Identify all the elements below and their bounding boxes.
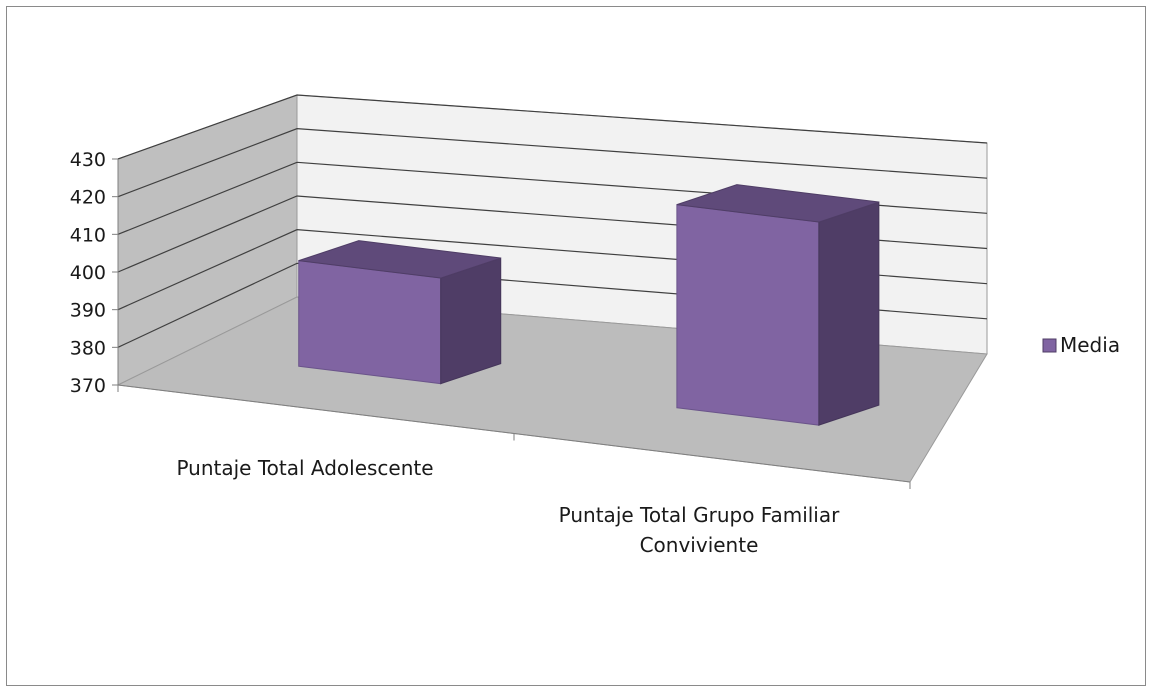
bar-front[interactable] <box>298 260 442 385</box>
bar-top <box>298 240 501 279</box>
gridline <box>117 128 988 198</box>
chart-frame: 370 380 390 400 410 420 430 Puntaje Total Adole… <box>6 6 1146 686</box>
y-tick-label: 370 <box>70 375 106 397</box>
y-tick-label: 420 <box>70 187 106 209</box>
bar-top <box>676 184 880 223</box>
x-category-label: Puntaje Total Grupo Familiar <box>559 503 840 527</box>
y-tick-label: 400 <box>70 262 106 284</box>
legend-label: Media <box>1060 333 1120 357</box>
x-category-label: Conviviente <box>640 533 759 557</box>
x-category-label: Puntaje Total Adolescente <box>176 456 433 480</box>
y-tick-label: 390 <box>70 300 106 322</box>
y-tick-label: 430 <box>70 149 106 171</box>
bar-front[interactable] <box>676 204 820 426</box>
y-tick-label: 380 <box>70 337 106 359</box>
chart-svg: 370 380 390 400 410 420 430 Puntaje Total Adole… <box>70 94 1120 557</box>
bar-side <box>818 201 880 426</box>
y-tick-label: 410 <box>70 224 106 246</box>
legend-swatch <box>1042 338 1057 353</box>
bar-side <box>440 257 502 385</box>
gridline <box>117 94 988 160</box>
